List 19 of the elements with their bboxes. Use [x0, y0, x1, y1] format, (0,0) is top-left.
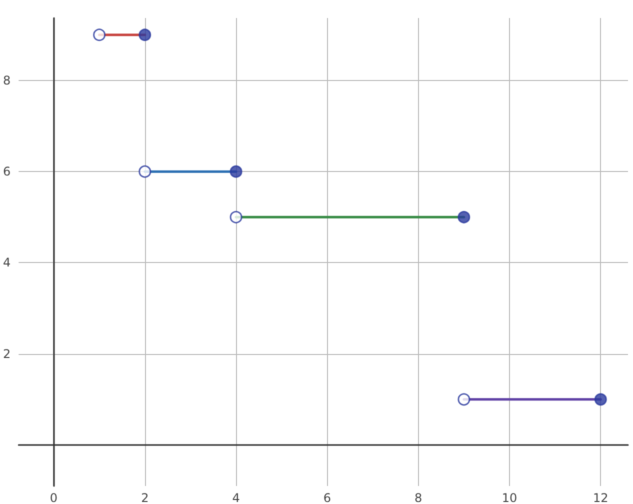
- x-tick-label: 8: [414, 491, 422, 504]
- y-tick-label: 8: [2, 73, 11, 88]
- point: [458, 393, 470, 406]
- point: [230, 210, 242, 224]
- point: [93, 28, 106, 42]
- point: [230, 165, 242, 178]
- x-tick-label: 6: [323, 491, 332, 504]
- y-tick-label: 2: [2, 346, 11, 361]
- point: [458, 210, 470, 224]
- point: [594, 393, 607, 406]
- x-tick-label: 4: [232, 491, 240, 504]
- x-tick-label: 0: [50, 491, 58, 504]
- x-tick-label: 12: [593, 491, 608, 504]
- point: [138, 165, 152, 178]
- x-tick-label: 2: [141, 491, 149, 504]
- x-tick-label: 10: [502, 491, 518, 504]
- y-tick-label: 4: [2, 256, 11, 270]
- point: [138, 28, 152, 42]
- y-tick-label: 6: [2, 164, 11, 179]
